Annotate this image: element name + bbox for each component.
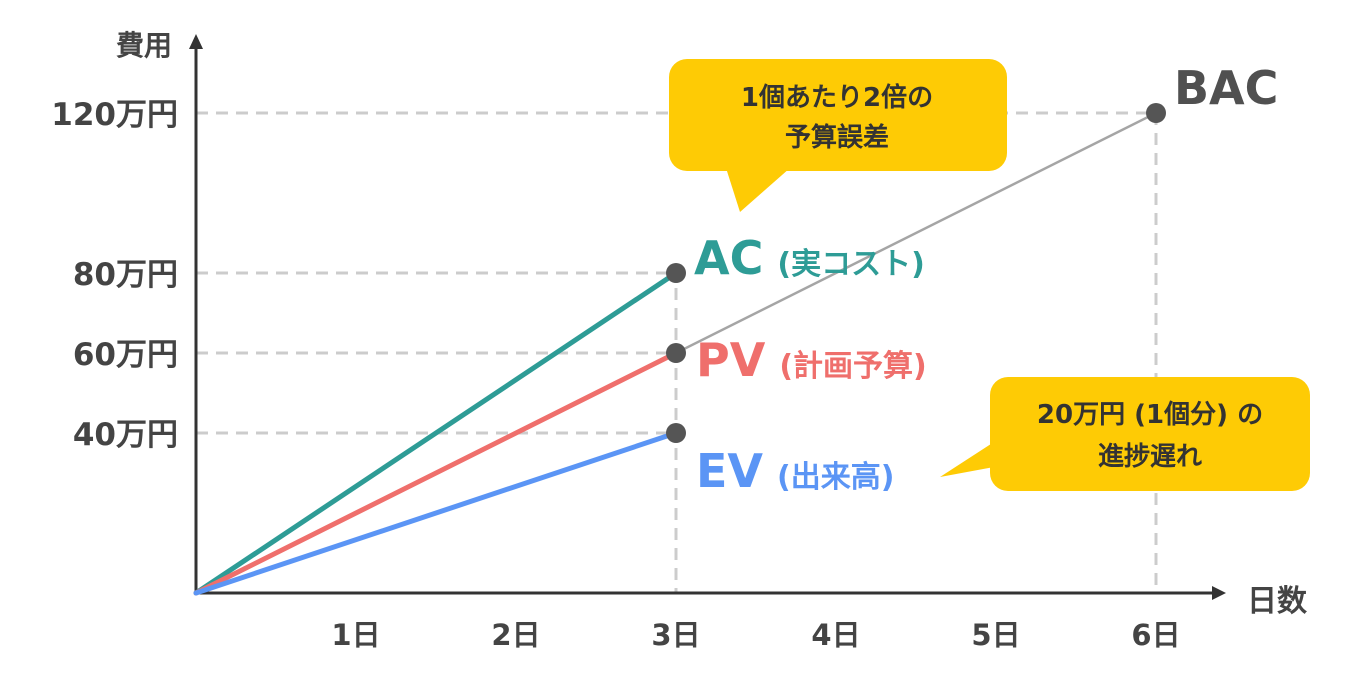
y-tick-label: 120万円 bbox=[51, 97, 178, 133]
x-tick-label: 6日 bbox=[1131, 618, 1180, 652]
error-callout-text: 1個あたり2倍の bbox=[741, 82, 933, 113]
delay-callout-text: 進捗遅れ bbox=[1098, 442, 1202, 472]
pv-series-line bbox=[193, 350, 679, 596]
delay-callout-text: 20万円 (1個分) の bbox=[1037, 400, 1263, 430]
ac-series-line bbox=[193, 270, 679, 596]
error-callout-box bbox=[669, 59, 1007, 171]
data-point bbox=[1146, 103, 1166, 123]
y-tick-label: 80万円 bbox=[73, 257, 178, 293]
y-axis-arrow-icon bbox=[189, 34, 203, 49]
ev-series-line bbox=[193, 430, 679, 596]
ev-name: EV bbox=[696, 444, 763, 498]
y-tick-label: 60万円 bbox=[73, 337, 178, 373]
ev-label: EV (出来高) bbox=[696, 444, 894, 498]
pv-sublabel: (計画予算) bbox=[779, 349, 926, 384]
ev-sublabel: (出来高) bbox=[777, 460, 894, 495]
data-point bbox=[666, 263, 686, 283]
x-tick-label: 1日 bbox=[331, 618, 380, 652]
delay-callout-box bbox=[990, 377, 1310, 491]
pv-label: PV (計画予算) bbox=[696, 333, 927, 387]
data-point bbox=[666, 423, 686, 443]
ac-label: AC (実コスト) bbox=[694, 231, 925, 285]
x-tick-label: 5日 bbox=[971, 618, 1020, 652]
pv-name: PV bbox=[696, 333, 766, 387]
ac-sublabel: (実コスト) bbox=[777, 247, 924, 282]
x-axis-arrow-icon bbox=[1212, 586, 1226, 600]
error-callout-text: 予算誤差 bbox=[785, 122, 889, 153]
bac-label: BAC bbox=[1174, 61, 1278, 115]
delay-callout-tail bbox=[940, 442, 994, 477]
error-callout-tail bbox=[726, 168, 790, 212]
x-tick-label: 3日 bbox=[651, 618, 700, 652]
x-tick-label: 4日 bbox=[811, 618, 860, 652]
y-tick-label: 40万円 bbox=[73, 417, 178, 453]
ac-name: AC bbox=[694, 231, 763, 285]
x-axis-label: 日数 bbox=[1247, 584, 1308, 619]
x-tick-label: 2日 bbox=[491, 618, 540, 652]
data-point bbox=[666, 343, 686, 363]
y-axis-label: 費用 bbox=[116, 29, 172, 62]
